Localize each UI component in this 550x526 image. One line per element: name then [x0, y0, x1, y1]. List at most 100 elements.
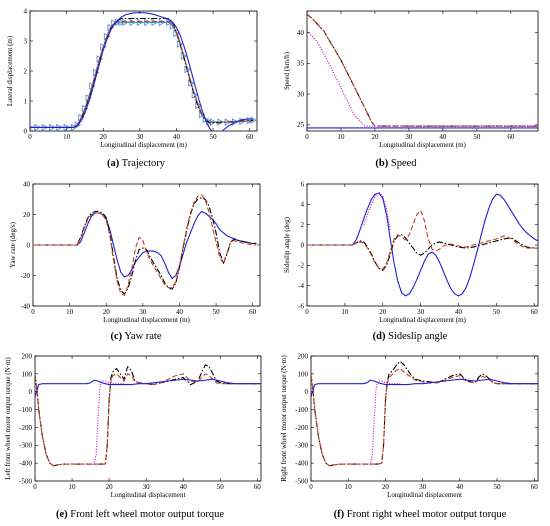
caption-letter: (c): [110, 331, 122, 342]
subplot-e: 0 10 20 30 40 50 60 -500 -400 -300 -200 -100 0 100 200…: [4, 352, 262, 520]
x-tick-label: 50: [210, 133, 218, 141]
series-marker: [144, 18, 151, 27]
x-tick-label: 50: [494, 483, 502, 491]
x-tick-label: 20: [371, 133, 379, 141]
series-line-red-dashed: [307, 13, 538, 127]
subplot-caption: (a) Trajectory: [107, 158, 166, 169]
y-tick-label: -200: [295, 424, 308, 432]
caption-letter: (b): [375, 158, 388, 169]
x-tick-label: 40: [180, 483, 188, 491]
y-tick-label: 25: [297, 121, 305, 129]
y-axis-label: Left front wheel motor output torque (N·…: [4, 357, 12, 480]
x-tick-label: 50: [217, 483, 225, 491]
x-tick-label: 40: [173, 133, 181, 141]
y-axis-label: Right front wheel motor output torque (N…: [280, 355, 288, 482]
x-tick-label: 40: [455, 308, 463, 316]
y-tick-label: 4: [301, 201, 305, 209]
x-tick-label: 10: [69, 483, 77, 491]
x-tick-label: 50: [493, 308, 501, 316]
subplot-caption: (f) Front right wheel motor output torqu…: [334, 509, 507, 520]
x-axis-label: Longitudinal displacement: [111, 491, 186, 499]
x-tick-label: 20: [106, 483, 114, 491]
series-marker: [169, 22, 177, 30]
y-axis-label: Sideslip angle (deg): [283, 216, 291, 273]
subplot-a: 0 10 20 30 40 50 60 0 1 2 3 4 Longitudinal displacem…: [6, 7, 258, 169]
x-tick-label: 10: [345, 483, 353, 491]
x-tick-label: 60: [531, 308, 539, 316]
y-tick-label: 1: [24, 97, 28, 105]
x-tick-label: 20: [379, 308, 387, 316]
series-line-magenta-dotted: [366, 380, 401, 465]
y-tick-label: 35: [297, 60, 305, 68]
series-line-black-dashdot: [307, 234, 538, 271]
series-group: [307, 13, 538, 129]
caption-letter: (d): [373, 331, 386, 342]
x-tick-label: 10: [66, 308, 74, 316]
x-tick-label: 60: [531, 483, 539, 491]
caption-text: Front right wheel motor output torque: [344, 509, 506, 520]
x-axis-label: Longitudinal displacement: [387, 491, 462, 499]
subplot-caption: (c) Yaw rate: [110, 331, 161, 342]
x-tick-label: 60: [254, 483, 262, 491]
caption-letter: (e): [56, 509, 68, 520]
caption-text: Trajectory: [119, 158, 166, 169]
y-tick-label: 200: [22, 352, 33, 360]
y-tick-label: -6: [298, 302, 304, 310]
x-tick-label: 30: [405, 133, 413, 141]
y-tick-label: -300: [295, 442, 308, 450]
plot-frame: [306, 10, 539, 132]
y-axis-label: Speed (km/h): [283, 51, 291, 90]
series-line-red-dashed: [30, 20, 254, 128]
series-marker: [122, 18, 129, 27]
y-tick-label: 0: [29, 388, 33, 396]
y-tick-label: 30: [297, 90, 305, 98]
y-tick-label: 100: [22, 370, 33, 378]
y-tick-label: -100: [295, 406, 308, 414]
series-line-blue-solid: [311, 378, 538, 398]
series-line-black-dashdot: [311, 360, 538, 467]
series-line-black-dashdot: [35, 364, 261, 467]
x-tick-label: 20: [382, 483, 390, 491]
series-line-red-dashed: [311, 367, 538, 467]
series-marker: [151, 18, 158, 27]
x-tick-label: 60: [507, 133, 515, 141]
caption-letter: (a): [107, 158, 120, 169]
x-tick-label: 60: [246, 133, 254, 141]
y-tick-label: -100: [19, 406, 32, 414]
series-line-black-dashdot: [30, 17, 254, 128]
y-tick-label: -500: [295, 477, 308, 485]
series-group: [35, 364, 261, 467]
caption-text: Speed: [388, 158, 417, 169]
x-tick-label: 50: [213, 308, 221, 316]
x-tick-label: 40: [439, 133, 447, 141]
y-tick-label: 100: [298, 370, 309, 378]
y-tick-label: 40: [297, 29, 305, 37]
y-tick-label: 2: [301, 221, 305, 229]
series-line-magenta-dotted: [90, 380, 124, 465]
series-marker: [129, 18, 136, 27]
subplot-d: 0 10 20 30 40 50 60 -6 -4 -2 0 2 4 6 Longitudinal disp…: [283, 180, 539, 342]
series-line-blue-solid: [33, 210, 257, 280]
x-tick-label: 30: [143, 483, 151, 491]
x-tick-label: 0: [305, 308, 309, 316]
y-tick-label: 0: [305, 388, 309, 396]
series-marker: [166, 18, 173, 27]
y-tick-label: 4: [24, 7, 28, 15]
y-tick-label: -300: [19, 442, 32, 450]
y-tick-label: 40: [23, 180, 31, 188]
y-tick-label: -40: [21, 302, 31, 310]
series-line-black-dashdot: [33, 197, 257, 295]
x-tick-label: 10: [63, 133, 71, 141]
x-tick-label: 0: [31, 308, 35, 316]
subplot-caption: (e) Front left wheel motor output torque: [56, 509, 224, 520]
y-tick-label: -4: [298, 282, 304, 290]
series-line-blue-solid: [30, 11, 254, 131]
caption-text: Front left wheel motor output torque: [68, 509, 225, 520]
caption-text: Yaw rate: [122, 331, 162, 342]
series-line-magenta-dotted: [307, 30, 538, 127]
y-tick-label: -400: [295, 460, 308, 468]
y-tick-label: -500: [19, 477, 32, 485]
y-tick-label: -200: [19, 424, 32, 432]
